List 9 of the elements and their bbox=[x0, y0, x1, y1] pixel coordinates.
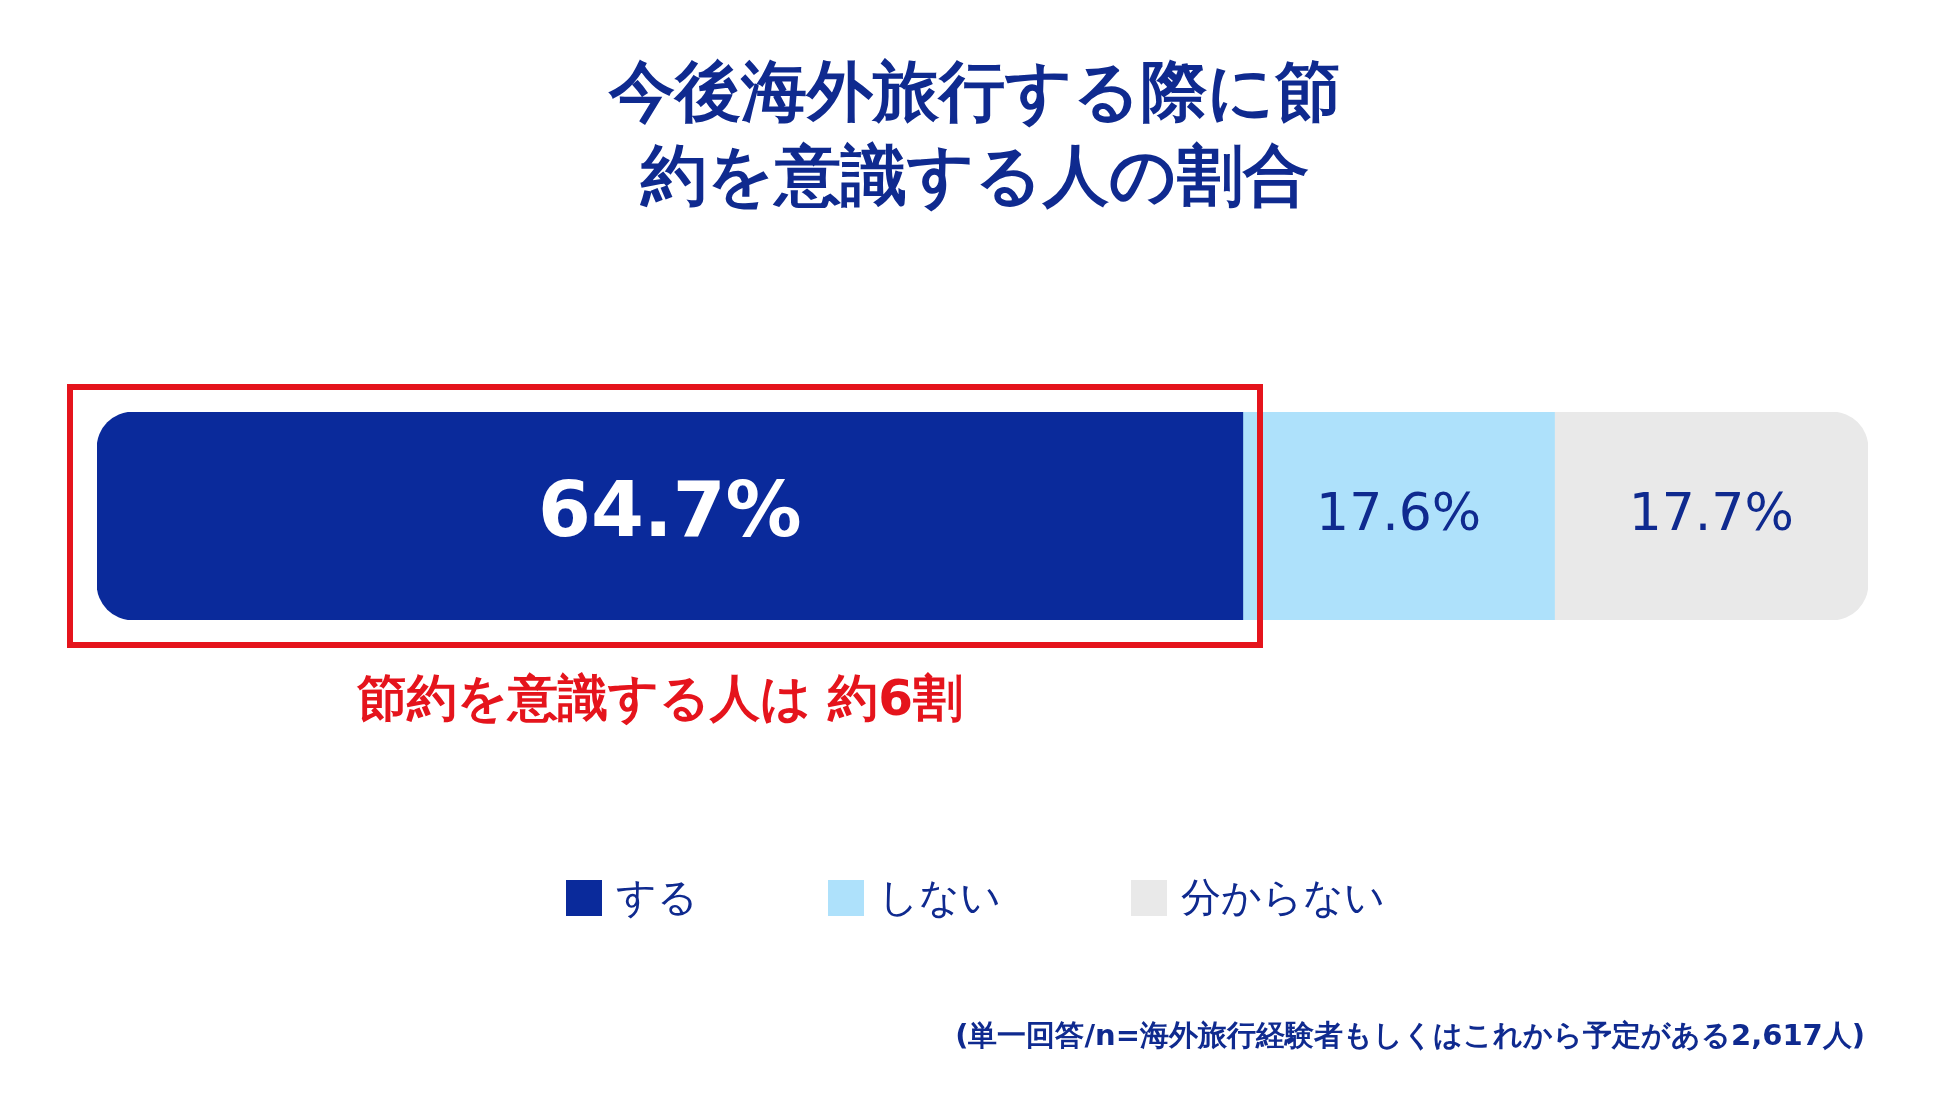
chart-title: 今後海外旅行する際に節約を意識する人の割合 bbox=[607, 52, 1342, 216]
data-label: 17.7% bbox=[1628, 481, 1794, 542]
data-label: 64.7% bbox=[538, 464, 802, 554]
data-label: 17.6% bbox=[1316, 481, 1482, 542]
legend-label: する bbox=[615, 873, 698, 922]
legend-label: しない bbox=[877, 873, 1001, 922]
text: (単一回答/n=海外旅行経験者もしくはこれから予定がある2,617人) bbox=[955, 1017, 1865, 1054]
text: 節約を意識する人は 約6割 bbox=[355, 668, 965, 729]
legend-label: 分からない bbox=[1180, 873, 1385, 922]
